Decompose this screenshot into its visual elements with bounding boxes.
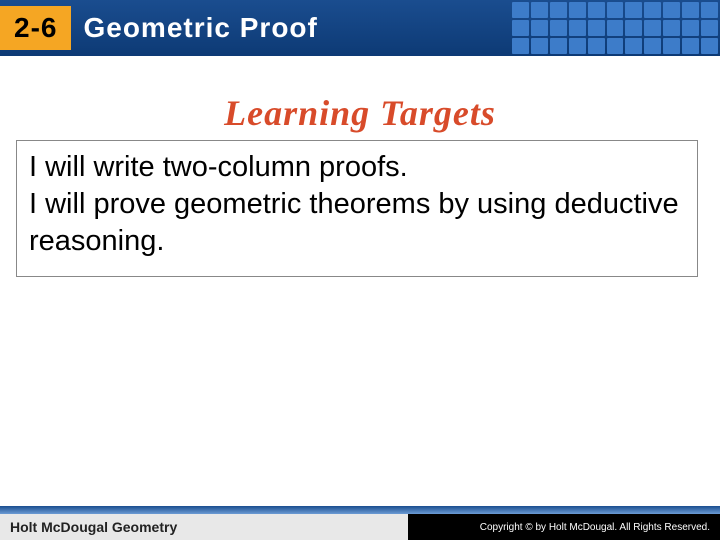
footer-copyright: Copyright © by Holt McDougal. All Rights… bbox=[408, 514, 720, 540]
targets-box: I will write two-column proofs. I will p… bbox=[16, 140, 698, 277]
header-grid-decoration bbox=[510, 0, 720, 56]
footer-publisher: Holt McDougal Geometry bbox=[0, 514, 408, 540]
slide-header: 2-6 Geometric Proof bbox=[0, 0, 720, 56]
learning-targets-heading: Learning Targets bbox=[0, 92, 720, 134]
header-title: Geometric Proof bbox=[83, 12, 317, 44]
footer-gradient-bar bbox=[0, 506, 720, 514]
target-item: I will prove geometric theorems by using… bbox=[29, 186, 685, 260]
slide-footer: Holt McDougal Geometry Copyright © by Ho… bbox=[0, 514, 720, 540]
section-number: 2-6 bbox=[0, 6, 71, 50]
target-item: I will write two-column proofs. bbox=[29, 149, 685, 186]
